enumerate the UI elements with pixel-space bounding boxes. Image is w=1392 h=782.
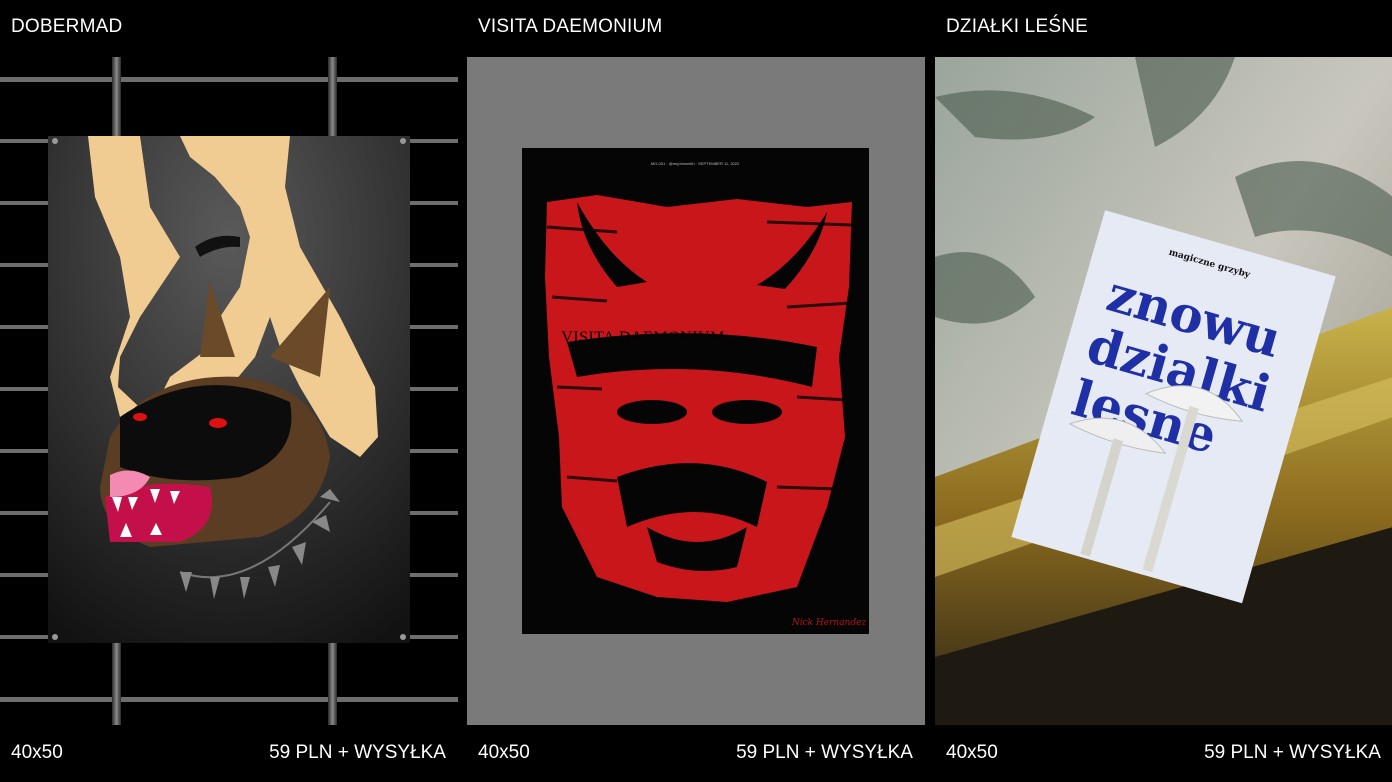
mushroom-poster-photo[interactable]: magiczne grzyby znowu dzialki lesne [935, 57, 1392, 725]
poster-signature: Nick Hernandez [791, 618, 867, 628]
product-price: 59 PLN + WYSYŁKA [269, 742, 446, 763]
poster-header: MG-001 · @mrjohnsmith · SEPTEMBER 11, 20… [651, 161, 740, 166]
product-price: 59 PLN + WYSYŁKA [736, 742, 913, 763]
product-price: 59 PLN + WYSYŁKA [1204, 742, 1381, 763]
product-card-dobermad[interactable]: DOBERMAD [0, 0, 458, 782]
product-title[interactable]: DOBERMAD [11, 16, 123, 37]
dobermann-poster-image[interactable] [0, 57, 458, 725]
product-title[interactable]: VISITA DAEMONIUM [478, 16, 663, 37]
poster-title-text: VISITA DAEMONIUM [561, 329, 725, 346]
product-title[interactable]: DZIAŁKI LEŚNE [946, 16, 1088, 37]
product-size: 40x50 [946, 742, 998, 763]
product-card-dzialki-lesne[interactable]: DZIAŁKI LEŚNE [935, 0, 1392, 782]
product-card-visita-daemonium[interactable]: VISITA DAEMONIUM MG-001 · @mrjohnsmith ·… [467, 0, 925, 782]
product-size: 40x50 [11, 742, 63, 763]
red-demon-poster-image[interactable]: MG-001 · @mrjohnsmith · SEPTEMBER 11, 20… [467, 57, 925, 725]
product-size: 40x50 [478, 742, 530, 763]
